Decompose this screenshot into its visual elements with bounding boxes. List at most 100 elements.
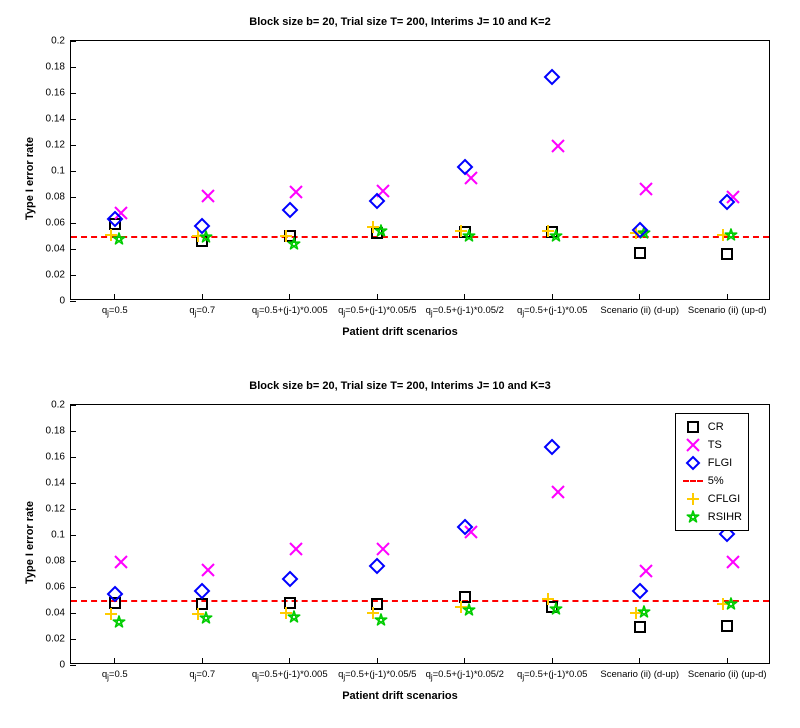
x-tick-label: qj=0.5+(j-1)*0.05/5 (338, 305, 416, 318)
data-marker (288, 611, 300, 623)
chart-title: Block size b= 20, Trial size T= 200, Int… (0, 16, 800, 28)
legend-label: FLGI (708, 457, 732, 469)
y-tick-label: 0.12 (46, 504, 65, 515)
data-marker (195, 584, 209, 598)
plot-area: 00.020.040.060.080.10.120.140.160.180.2q… (70, 40, 770, 300)
y-tick-label: 0.18 (46, 426, 65, 437)
legend-label: CR (708, 421, 724, 433)
x-axis-label: Patient drift scenarios (0, 690, 800, 702)
legend-label: CFLGI (708, 493, 740, 505)
data-marker (545, 70, 559, 84)
data-marker (550, 603, 562, 615)
data-marker (727, 556, 739, 568)
figure: { "figure": { "width": 800, "height": 72… (0, 0, 800, 728)
y-tick-label: 0.06 (46, 582, 65, 593)
legend-item: CFLGI (682, 490, 742, 508)
data-marker (375, 614, 387, 626)
legend-item: FLGI (682, 454, 742, 472)
y-tick-label: 0.2 (51, 400, 65, 411)
y-tick-label: 0.04 (46, 244, 65, 255)
y-tick-label: 0.12 (46, 140, 65, 151)
legend: CR TS FLGI 5% CFLGI RSIHR (675, 413, 749, 531)
data-marker (640, 565, 652, 577)
x-tick-label: qj=0.7 (189, 305, 215, 318)
data-marker (638, 606, 650, 618)
data-marker (552, 486, 564, 498)
legend-label: TS (708, 439, 722, 451)
x-tick-label: qj=0.5+(j-1)*0.005 (252, 305, 328, 318)
x-tick-label: qj=0.5+(j-1)*0.05 (517, 669, 587, 682)
legend-label: 5% (708, 475, 724, 487)
data-marker (721, 248, 733, 260)
legend-item: TS (682, 436, 742, 454)
x-tick-label: qj=0.5+(j-1)*0.05 (517, 305, 587, 318)
data-marker (115, 556, 127, 568)
data-marker (552, 140, 564, 152)
data-marker (288, 238, 300, 250)
x-tick-label: qj=0.5 (102, 669, 128, 682)
data-marker (545, 440, 559, 454)
legend-item: RSIHR (682, 508, 742, 526)
data-marker (640, 183, 652, 195)
data-marker (458, 520, 472, 534)
reference-line (71, 600, 769, 602)
plot-area: 00.020.040.060.080.10.120.140.160.180.2q… (70, 404, 770, 664)
data-marker (202, 564, 214, 576)
data-marker (720, 195, 734, 209)
reference-line (71, 236, 769, 238)
chart-title: Block size b= 20, Trial size T= 200, Int… (0, 380, 800, 392)
data-marker (633, 223, 647, 237)
x-tick-label: qj=0.5+(j-1)*0.05/2 (426, 669, 504, 682)
legend-swatch (682, 493, 704, 505)
y-tick-label: 0 (59, 296, 65, 307)
data-marker (725, 229, 737, 241)
data-marker (375, 225, 387, 237)
x-tick-label: Scenario (ii) (up-d) (688, 669, 767, 680)
legend-swatch (682, 421, 704, 433)
legend-label: RSIHR (708, 511, 742, 523)
data-marker (634, 621, 646, 633)
y-tick-label: 0.16 (46, 88, 65, 99)
data-marker (721, 620, 733, 632)
y-tick-label: 0.08 (46, 556, 65, 567)
legend-swatch (682, 511, 704, 523)
legend-item: 5% (682, 472, 742, 490)
y-tick-label: 0.04 (46, 608, 65, 619)
y-tick-label: 0.14 (46, 478, 65, 489)
y-tick-label: 0.2 (51, 36, 65, 47)
y-tick-label: 0.14 (46, 114, 65, 125)
legend-item: CR (682, 418, 742, 436)
data-marker (377, 543, 389, 555)
x-tick-label: qj=0.5+(j-1)*0.05/5 (338, 669, 416, 682)
legend-swatch (682, 480, 704, 482)
chart-panel: Block size b= 20, Trial size T= 200, Int… (0, 374, 800, 724)
data-marker (463, 604, 475, 616)
x-tick-label: qj=0.5 (102, 305, 128, 318)
data-marker (370, 559, 384, 573)
x-tick-label: qj=0.7 (189, 669, 215, 682)
y-axis-label: Type I error rate (24, 137, 36, 220)
y-tick-label: 0 (59, 660, 65, 671)
x-tick-label: Scenario (ii) (d-up) (600, 305, 679, 316)
data-marker (290, 543, 302, 555)
data-marker (458, 160, 472, 174)
y-tick-label: 0.08 (46, 192, 65, 203)
data-marker (283, 572, 297, 586)
data-marker (113, 616, 125, 628)
x-tick-label: Scenario (ii) (d-up) (600, 669, 679, 680)
chart-panel: Block size b= 20, Trial size T= 200, Int… (0, 10, 800, 360)
data-marker (463, 230, 475, 242)
legend-swatch (682, 439, 704, 451)
x-tick-label: qj=0.5+(j-1)*0.05/2 (426, 305, 504, 318)
y-tick-label: 0.18 (46, 62, 65, 73)
x-tick-label: qj=0.5+(j-1)*0.005 (252, 669, 328, 682)
data-marker (283, 203, 297, 217)
data-marker (200, 612, 212, 624)
x-axis-label: Patient drift scenarios (0, 326, 800, 338)
data-marker (633, 584, 647, 598)
data-marker (108, 587, 122, 601)
y-tick-label: 0.16 (46, 452, 65, 463)
data-marker (113, 233, 125, 245)
y-tick-label: 0.02 (46, 634, 65, 645)
data-marker (550, 230, 562, 242)
